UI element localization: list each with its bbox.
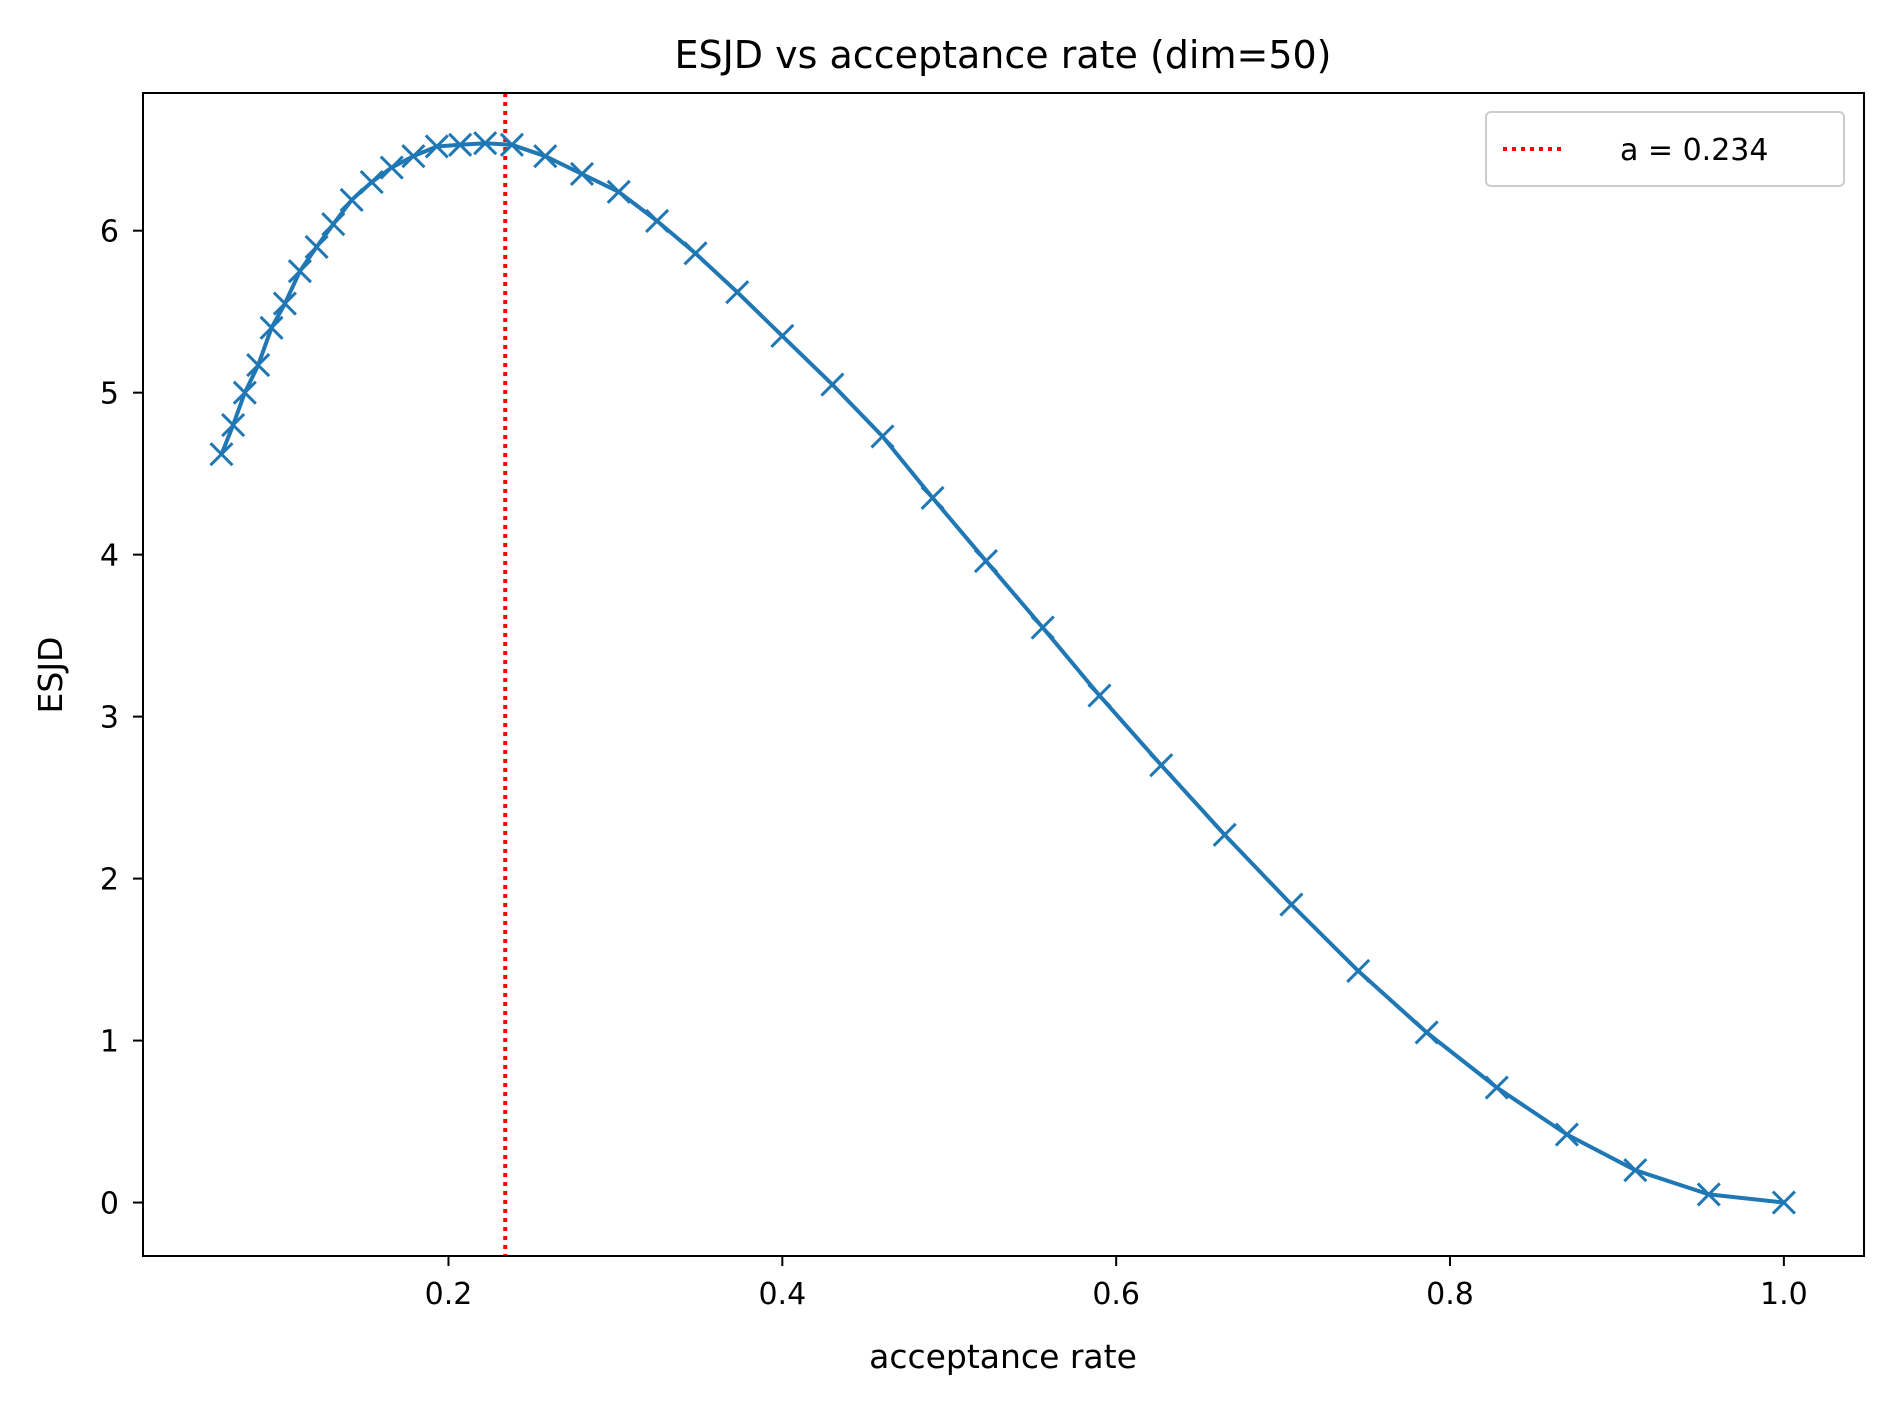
data-point-marker (1346, 958, 1371, 983)
data-point-marker (973, 549, 999, 574)
x-tick-label: 0.6 (1092, 1277, 1140, 1312)
data-point-marker (1087, 683, 1112, 708)
x-tick-label: 0.4 (758, 1277, 806, 1312)
data-point-marker (645, 208, 670, 234)
data-point-marker (246, 353, 271, 378)
data-point-marker (499, 132, 524, 157)
data-point-marker (1771, 1190, 1796, 1215)
data-point-marker (533, 144, 558, 169)
data-point-marker (321, 212, 346, 237)
x-tick-label: 1.0 (1760, 1277, 1808, 1312)
data-point-marker (1696, 1182, 1721, 1207)
y-tick-label: 2 (100, 863, 119, 898)
data-point-marker (1030, 615, 1055, 640)
x-tick-label: 0.8 (1426, 1277, 1474, 1312)
data-point-marker (606, 179, 631, 204)
data-point-marker (870, 424, 895, 449)
data-point-marker (1414, 1020, 1439, 1045)
data-point-marker (424, 134, 449, 159)
data-point-marker (725, 280, 750, 305)
y-axis: 0 1 2 3 4 5 6 (100, 215, 143, 1222)
data-point-marker (1279, 892, 1304, 917)
data-point-marker (1484, 1075, 1509, 1100)
y-tick-label: 6 (100, 215, 119, 250)
y-tick-label: 5 (100, 377, 119, 412)
legend-box (1485, 111, 1845, 187)
data-point-marker (1623, 1158, 1648, 1183)
x-tick-label: 0.2 (425, 1277, 473, 1312)
data-point-marker (232, 380, 257, 405)
legend: a = 0.234 (1485, 111, 1845, 187)
data-point-marker (401, 144, 426, 169)
data-point-marker (770, 323, 795, 349)
axes-frame (142, 92, 1865, 1257)
data-point-marker (221, 412, 246, 438)
data-point-marker (473, 131, 498, 156)
data-point-marker (304, 234, 329, 259)
data-point-marker (1212, 822, 1237, 847)
axes-background (143, 93, 1864, 1256)
data-point-marker (259, 315, 284, 340)
data-point-marker (920, 485, 945, 511)
data-point-marker (1149, 753, 1174, 778)
y-tick-label: 1 (100, 1025, 119, 1060)
data-point-marker (379, 155, 404, 180)
y-tick-label: 0 (100, 1187, 119, 1222)
legend-label: a = 0.234 (1620, 133, 1768, 168)
y-axis-label: ESJD (31, 637, 70, 714)
y-tick-label: 3 (100, 701, 119, 736)
data-point-marker (683, 241, 708, 266)
data-point-marker (1554, 1122, 1579, 1147)
x-axis: 0.2 0.4 0.6 0.8 1.0 (425, 1256, 1808, 1312)
data-point-marker (209, 442, 234, 467)
data-point-marker (272, 291, 297, 316)
data-point-marker (339, 187, 364, 212)
x-axis-label: acceptance rate (869, 1337, 1137, 1376)
y-tick-label: 4 (100, 539, 119, 574)
data-point-marker (820, 372, 845, 397)
data-point-marker (569, 161, 595, 187)
chart-title: ESJD vs acceptance rate (dim=50) (674, 33, 1331, 77)
data-point-marker (448, 132, 473, 157)
plot-area (142, 92, 1865, 1257)
series-line (219, 141, 1785, 1205)
data-point-marker (359, 170, 384, 195)
data-point-marker (287, 259, 312, 284)
